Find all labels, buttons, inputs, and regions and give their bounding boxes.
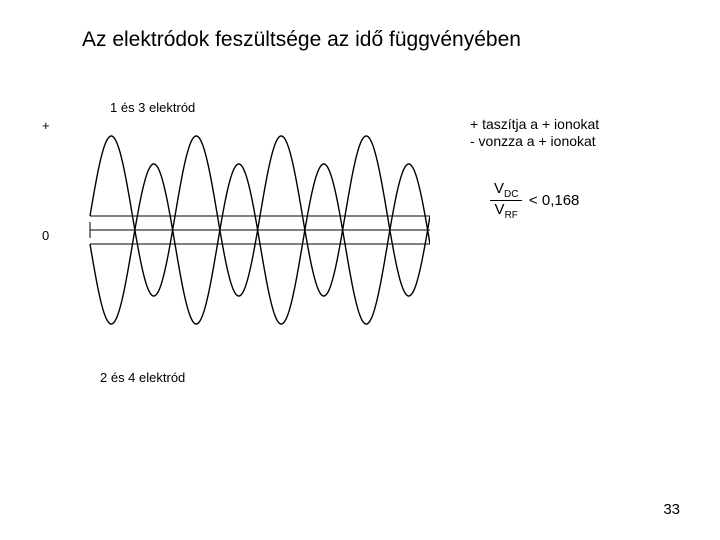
axis-zero-label: 0 [42, 228, 49, 243]
formula: VDC VRF < 0,168 [490, 180, 579, 221]
formula-comparison: < 0,168 [529, 192, 579, 209]
page-title: Az elektródok feszültsége az idő függvén… [82, 28, 521, 52]
formula-fraction: VDC VRF [490, 180, 522, 221]
wave-label-bottom: 2 és 4 elektród [100, 370, 185, 385]
wave-chart [60, 100, 430, 360]
formula-den-sub: RF [505, 210, 518, 221]
wave-svg [60, 100, 430, 360]
formula-numerator: VDC [490, 180, 522, 201]
formula-num-base: V [494, 180, 504, 197]
axis-plus-label: + [42, 118, 50, 133]
formula-num-sub: DC [504, 189, 518, 200]
description-line-2: - vonzza a + ionokat [470, 133, 596, 149]
page-number: 33 [663, 501, 680, 518]
formula-denominator: VRF [490, 201, 522, 221]
description-line-1: + taszítja a + ionokat [470, 116, 599, 132]
formula-den-base: V [495, 201, 505, 218]
